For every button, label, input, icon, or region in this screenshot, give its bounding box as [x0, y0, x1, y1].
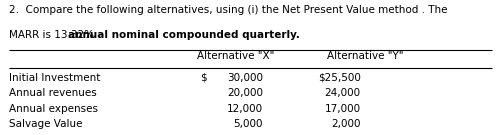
- Text: Alternative "Y": Alternative "Y": [328, 51, 404, 61]
- Text: 2.  Compare the following alternatives, using (i) the Net Present Value method .: 2. Compare the following alternatives, u…: [9, 5, 447, 15]
- Text: Alternative "X": Alternative "X": [197, 51, 274, 61]
- Text: 24,000: 24,000: [325, 88, 361, 98]
- Text: $: $: [200, 73, 207, 83]
- Text: 20,000: 20,000: [227, 88, 263, 98]
- Text: 2,000: 2,000: [331, 119, 361, 129]
- Text: 17,000: 17,000: [325, 104, 361, 114]
- Text: annual nominal compounded quarterly.: annual nominal compounded quarterly.: [68, 30, 300, 40]
- Text: Salvage Value: Salvage Value: [9, 119, 83, 129]
- Text: Annual revenues: Annual revenues: [9, 88, 97, 98]
- Text: 30,000: 30,000: [227, 73, 263, 83]
- Text: Initial Investment: Initial Investment: [9, 73, 100, 83]
- Text: 5,000: 5,000: [233, 119, 263, 129]
- Text: MARR is 13.32%: MARR is 13.32%: [9, 30, 97, 40]
- Text: 12,000: 12,000: [227, 104, 263, 114]
- Text: $25,500: $25,500: [318, 73, 361, 83]
- Text: Annual expenses: Annual expenses: [9, 104, 98, 114]
